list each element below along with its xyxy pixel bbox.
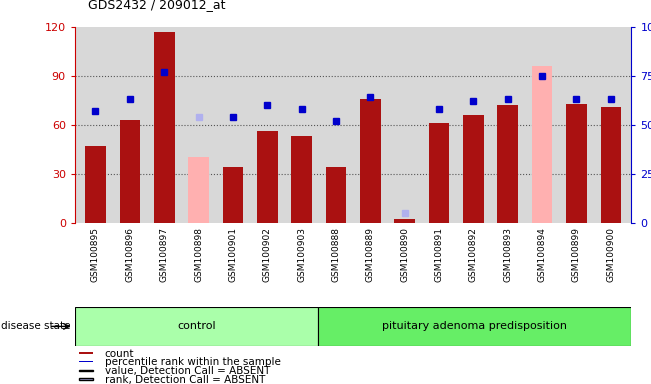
Text: GSM100889: GSM100889 — [366, 227, 375, 282]
Text: disease state: disease state — [1, 321, 70, 331]
Text: pituitary adenoma predisposition: pituitary adenoma predisposition — [382, 321, 568, 331]
FancyBboxPatch shape — [318, 307, 631, 346]
Text: GSM100894: GSM100894 — [538, 227, 547, 282]
Bar — [497, 105, 518, 223]
Text: GDS2432 / 209012_at: GDS2432 / 209012_at — [88, 0, 225, 12]
Text: GSM100893: GSM100893 — [503, 227, 512, 282]
Bar — [154, 32, 174, 223]
Text: count: count — [105, 349, 134, 359]
Text: GSM100902: GSM100902 — [263, 227, 271, 282]
Bar — [79, 361, 93, 362]
Text: GSM100891: GSM100891 — [435, 227, 443, 282]
Bar — [188, 157, 209, 223]
Bar — [120, 120, 140, 223]
FancyBboxPatch shape — [75, 307, 318, 346]
Text: rank, Detection Call = ABSENT: rank, Detection Call = ABSENT — [105, 375, 265, 384]
Text: GSM100898: GSM100898 — [194, 227, 203, 282]
Bar — [292, 136, 312, 223]
Text: GSM100892: GSM100892 — [469, 227, 478, 282]
Text: GSM100903: GSM100903 — [297, 227, 306, 282]
Bar — [600, 107, 621, 223]
Text: GSM100895: GSM100895 — [91, 227, 100, 282]
Bar — [566, 104, 587, 223]
Text: GSM100900: GSM100900 — [606, 227, 615, 282]
Bar — [257, 131, 277, 223]
Text: GSM100897: GSM100897 — [159, 227, 169, 282]
Text: value, Detection Call = ABSENT: value, Detection Call = ABSENT — [105, 366, 270, 376]
Bar — [463, 115, 484, 223]
Text: GSM100899: GSM100899 — [572, 227, 581, 282]
Text: GSM100888: GSM100888 — [331, 227, 340, 282]
Text: GSM100901: GSM100901 — [229, 227, 238, 282]
Bar — [429, 123, 449, 223]
Text: GSM100896: GSM100896 — [126, 227, 134, 282]
Bar — [79, 353, 93, 354]
Bar — [395, 220, 415, 223]
Bar — [223, 167, 243, 223]
Bar — [79, 370, 93, 371]
Bar — [360, 99, 381, 223]
Bar — [79, 378, 93, 380]
Text: percentile rank within the sample: percentile rank within the sample — [105, 358, 281, 367]
Bar — [532, 66, 553, 223]
Text: GSM100890: GSM100890 — [400, 227, 409, 282]
Bar — [326, 167, 346, 223]
Bar — [85, 146, 105, 223]
Text: control: control — [177, 321, 216, 331]
